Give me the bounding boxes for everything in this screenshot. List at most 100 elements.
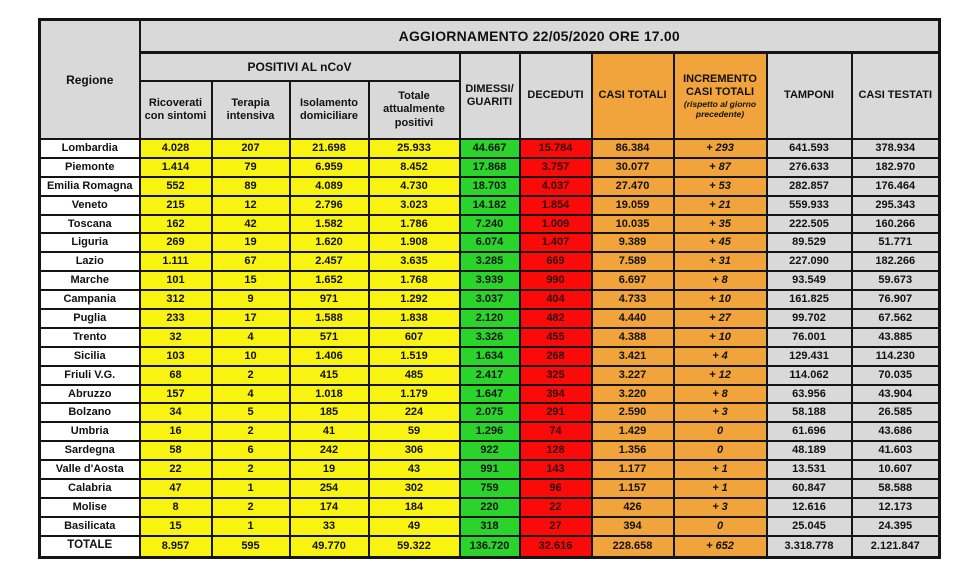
region-cell: TOTALE (38, 534, 141, 559)
tamponi-cell: 227.090 (765, 251, 853, 273)
tamponi-cell: 61.696 (765, 421, 853, 443)
ricoverati-cell: 101 (138, 270, 213, 292)
tamponi-cell: 58.188 (765, 402, 853, 424)
casi-totali-cell: 1.157 (590, 478, 675, 499)
table-row: Trento 32 4 571 607 3.326 455 4.388 + 10… (38, 326, 941, 348)
casi-testati-cell: 67.562 (850, 308, 941, 329)
deceduti-cell: 32.616 (518, 534, 593, 559)
terapia-intensiva-cell: 2 (210, 421, 291, 443)
ricoverati-cell: 269 (138, 232, 213, 254)
terapia-intensiva-cell: 1 (210, 478, 291, 499)
table-row: Sicilia 103 10 1.406 1.519 1.634 268 3.4… (38, 345, 941, 367)
terapia-intensiva-cell: 15 (210, 270, 291, 292)
totale-positivi-cell: 1.768 (367, 270, 461, 292)
tamponi-cell: 63.956 (765, 383, 853, 405)
ricoverati-cell: 233 (138, 308, 213, 329)
casi-totali-cell: 27.470 (590, 175, 675, 197)
incremento-cell: + 87 (672, 156, 768, 178)
dimessi-guariti-cell: 2.417 (458, 364, 521, 386)
deceduti-cell: 455 (518, 326, 593, 348)
casi-testati-cell: 41.603 (850, 440, 941, 462)
casi-totali-cell: 9.389 (590, 232, 675, 254)
deceduti-cell: 22 (518, 496, 593, 518)
terapia-intensiva-cell: 12 (210, 194, 291, 216)
totale-positivi-cell: 1.908 (367, 232, 461, 254)
totale-positivi-cell: 1.519 (367, 345, 461, 367)
dimessi-guariti-cell: 922 (458, 440, 521, 462)
totale-positivi-cell: 59.322 (367, 534, 461, 559)
incremento-cell: + 293 (672, 138, 768, 159)
casi-totali-cell: 3.421 (590, 345, 675, 367)
isolamento-cell: 41 (288, 421, 370, 443)
region-cell: Trento (38, 326, 141, 348)
isolamento-cell: 185 (288, 402, 370, 424)
casi-testati-cell: 378.934 (850, 138, 941, 159)
dimessi-guariti-header: DIMESSI/ GUARITI (458, 51, 521, 140)
terapia-intensiva-cell: 19 (210, 232, 291, 254)
dimessi-guariti-cell: 3.939 (458, 270, 521, 292)
deceduti-cell: 4.037 (518, 175, 593, 197)
totale-positivi-cell: 49 (367, 515, 461, 537)
table-row: Lazio 1.111 67 2.457 3.635 3.285 669 7.5… (38, 251, 941, 273)
casi-totali-cell: 3.220 (590, 383, 675, 405)
incremento-cell: + 12 (672, 364, 768, 386)
casi-testati-cell: 70.035 (850, 364, 941, 386)
ricoverati-cell: 552 (138, 175, 213, 197)
region-cell: Abruzzo (38, 383, 141, 405)
isolamento-cell: 1.652 (288, 270, 370, 292)
ricoverati-cell: 16 (138, 421, 213, 443)
table-row: Molise 8 2 174 184 220 22 426 + 3 12.616… (38, 496, 941, 518)
table-row: Calabria 47 1 254 302 759 96 1.157 + 1 6… (38, 478, 941, 499)
ricoverati-cell: 34 (138, 402, 213, 424)
casi-testati-cell: 182.970 (850, 156, 941, 178)
casi-testati-cell: 182.266 (850, 251, 941, 273)
region-cell: Lombardia (38, 138, 141, 159)
ricoverati-cell: 8 (138, 496, 213, 518)
isolamento-cell: 19 (288, 459, 370, 481)
dimessi-guariti-cell: 44.667 (458, 138, 521, 159)
region-cell: Lazio (38, 251, 141, 273)
isolamento-cell: 33 (288, 515, 370, 537)
ricoverati-cell: 47 (138, 478, 213, 499)
covid-table: Regione AGGIORNAMENTO 22/05/2020 ORE 17.… (38, 18, 941, 559)
ricoverati-cell: 312 (138, 289, 213, 311)
terapia-intensiva-header: Terapia intensiva (210, 80, 291, 140)
casi-totali-cell: 1.429 (590, 421, 675, 443)
terapia-intensiva-cell: 1 (210, 515, 291, 537)
totale-positivi-cell: 485 (367, 364, 461, 386)
tamponi-cell: 282.857 (765, 175, 853, 197)
isolamento-cell: 2.796 (288, 194, 370, 216)
incremento-cell: + 35 (672, 213, 768, 235)
isolamento-cell: 415 (288, 364, 370, 386)
casi-testati-cell: 12.173 (850, 496, 941, 518)
casi-testati-cell: 43.904 (850, 383, 941, 405)
casi-testati-cell: 114.230 (850, 345, 941, 367)
terapia-intensiva-cell: 9 (210, 289, 291, 311)
table-row: Valle d'Aosta 22 2 19 43 991 143 1.177 +… (38, 459, 941, 481)
dimessi-guariti-cell: 3.326 (458, 326, 521, 348)
isolamento-cell: 174 (288, 496, 370, 518)
terapia-intensiva-cell: 67 (210, 251, 291, 273)
terapia-intensiva-cell: 2 (210, 364, 291, 386)
dimessi-guariti-cell: 759 (458, 478, 521, 499)
casi-totali-cell: 30.077 (590, 156, 675, 178)
update-banner: AGGIORNAMENTO 22/05/2020 ORE 17.00 (138, 18, 941, 54)
tamponi-cell: 222.505 (765, 213, 853, 235)
ricoverati-cell: 1.111 (138, 251, 213, 273)
casi-testati-cell: 76.907 (850, 289, 941, 311)
casi-testati-cell: 43.885 (850, 326, 941, 348)
tamponi-cell: 641.593 (765, 138, 853, 159)
totale-positivi-cell: 1.292 (367, 289, 461, 311)
terapia-intensiva-cell: 4 (210, 383, 291, 405)
deceduti-cell: 325 (518, 364, 593, 386)
totale-positivi-cell: 25.933 (367, 138, 461, 159)
totale-positivi-cell: 1.838 (367, 308, 461, 329)
casi-totali-cell: 1.177 (590, 459, 675, 481)
table-row: Bolzano 34 5 185 224 2.075 291 2.590 + 3… (38, 402, 941, 424)
table-row: Emilia Romagna 552 89 4.089 4.730 18.703… (38, 175, 941, 197)
casi-totali-cell: 4.733 (590, 289, 675, 311)
isolamento-cell: 21.698 (288, 138, 370, 159)
banner-row: Regione AGGIORNAMENTO 22/05/2020 ORE 17.… (38, 18, 941, 140)
tamponi-cell: 93.549 (765, 270, 853, 292)
region-cell: Veneto (38, 194, 141, 216)
